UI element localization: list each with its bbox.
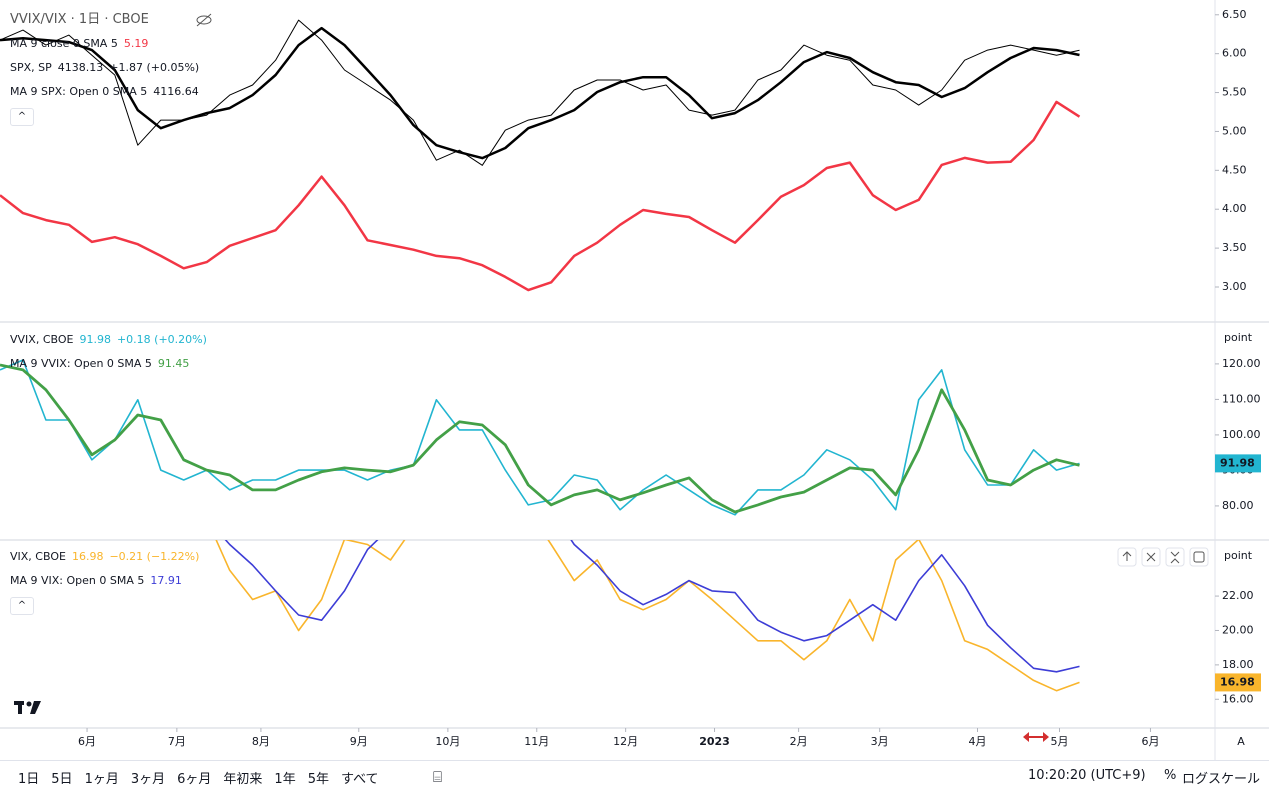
y-unit: point [1224,549,1253,562]
y-tick-label: 120.00 [1222,357,1261,370]
bottom-toolbar: 10:20:20 (UTC+9) % ログスケール ⌸ 1日 5日 1ヶ月 3ヶ月 6ヶ… [0,760,1269,795]
log-button[interactable]: ログスケール [1182,772,1261,787]
pane-plot [215,540,1080,692]
x-tick-label: 12月 [613,735,638,748]
range-arrow[interactable] [1023,732,1049,742]
legend-name: VVIX, CBOE [10,333,74,346]
x-tick-label: 6月 [1141,735,1159,748]
collapse-button[interactable]: ^ [10,108,34,126]
pane-controls[interactable] [1117,547,1209,567]
range-button[interactable]: 5日 [51,772,73,787]
x-tick-label: 11月 [524,735,549,748]
y-tick-label: 4.00 [1222,202,1247,215]
y-tick-label: 20.00 [1222,623,1254,636]
legend: VVIX/VIX · 1日 · CBOE MA 9 close 0 SMA 5 5… [10,8,205,128]
y-tick-label: 6.00 [1222,47,1247,60]
range-button[interactable]: 1年 [274,772,296,787]
y-tick-label: 5.50 [1222,86,1247,99]
logo [14,701,41,714]
price-tag-label: 91.98 [1220,456,1255,469]
legend-value: 5.19 [123,37,149,50]
range-button[interactable]: 3ヶ月 [130,772,166,787]
x-tick-label: 3月 [871,735,889,748]
x-tick-label: 7月 [168,735,186,748]
x-tick-label: 6月 [78,735,96,748]
range-button[interactable]: 6ヶ月 [177,772,212,787]
legend-name: MA 9 SPX: Open 0 SMA 5 [10,85,148,98]
series-line [0,19,1080,166]
y-tick-label: 3.00 [1222,280,1247,293]
y-tick-label: 16.00 [1222,692,1254,705]
x-tick-label: 4月 [969,735,987,748]
series-line [215,540,1080,692]
range-button[interactable]: 1日 [18,772,40,787]
date-range-icon[interactable]: ⌸ [433,768,443,786]
legend-name: VIX, CBOE [10,550,66,563]
y-tick-label: 5.00 [1222,124,1247,137]
x-tick-label: 2023 [699,735,730,748]
legend-name: SPX, SP [10,61,52,74]
pane-plot [0,359,1080,516]
y-tick-label: 18.00 [1222,658,1254,671]
y-unit: point [1224,331,1253,344]
range-button[interactable]: すべて [340,772,379,787]
range-button[interactable]: 年初来 [223,772,263,787]
legend-value: 91.45 [157,357,190,370]
y-tick-label: 100.00 [1222,428,1261,441]
range-button[interactable]: 1ヶ月 [84,772,119,787]
legend-name: MA 9 close 0 SMA 5 [10,37,118,50]
x-tick-label: 9月 [350,735,368,748]
y-tick-label: 22.00 [1222,589,1254,602]
collapse-button[interactable]: ^ [10,597,34,615]
x-tick-label: 10月 [435,735,460,748]
legend-change: +1.87 (+0.05%) [109,61,200,74]
legend-name: MA 9 VIX: Open 0 SMA 5 [10,574,145,587]
legend-value: 91.98 [79,333,111,346]
series-line [0,100,1081,292]
y-tick-label: 110.00 [1222,392,1261,405]
auto-scale-button[interactable]: A [1237,735,1245,748]
x-tick-label: 8月 [252,735,270,748]
pane-plot [0,19,1081,292]
y-tick-label: 6.50 [1222,8,1247,21]
legend-name: MA 9 VVIX: Open 0 SMA 5 [10,357,152,370]
y-tick-label: 4.50 [1222,163,1247,176]
legend-change: −0.21 (−1.22%) [109,550,200,563]
price-tag [1215,673,1261,692]
legend-value: 4116.64 [153,85,199,98]
series-line [0,26,1080,160]
y-tick-label: 3.50 [1222,241,1247,254]
series-line [0,359,1080,516]
legend-value: 16.98 [71,550,104,563]
price-tag [1215,454,1261,473]
price-tag-label: 16.98 [1220,675,1255,688]
hide-icon[interactable] [196,13,212,27]
series-line [224,540,1080,673]
legend-change: +0.18 (+0.20%) [116,333,207,346]
legend: VVIX, CBOE 91.98 +0.18 (+0.20%) MA 9 VVIX:… [10,328,213,376]
y-tick-label: 80.00 [1222,499,1254,512]
clock: 10:20:20 (UTC+9) [1028,768,1146,783]
percent-button[interactable]: % [1164,768,1177,783]
legend: VIX, CBOE 16.98 −0.21 (−1.22%) MA 9 VIX: O… [10,545,205,617]
chart-canvas: 6月 7月 8月 9月 10月 11月 12月 2023 2月 3月 4月 5月 6月 A 3.00 3.50… [0,0,1269,760]
legend-value: 17.91 [150,574,182,587]
legend-title: VVIX/VIX · 1日 · CBOE [10,12,149,27]
x-tick-label: 2月 [790,735,808,748]
legend-value: 4138.13 [57,61,104,74]
range-button[interactable]: 5年 [307,772,329,787]
series-line [0,363,1080,514]
x-tick-label: 5月 [1051,735,1069,748]
